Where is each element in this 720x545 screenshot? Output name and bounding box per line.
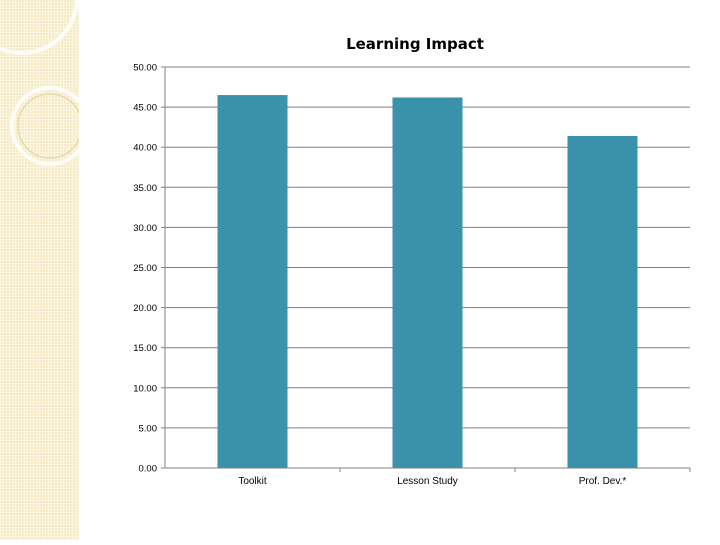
y-tick-label: 0.00 — [139, 464, 158, 475]
y-tick-label: 5.00 — [139, 423, 158, 434]
bar — [392, 97, 463, 468]
bar — [567, 135, 638, 469]
x-category-label: Toolkit — [238, 476, 267, 487]
y-tick-label: 50.00 — [133, 63, 157, 74]
bar — [217, 95, 288, 468]
bars — [217, 95, 638, 469]
y-tick-label: 35.00 — [133, 183, 157, 194]
decorative-side-panel — [0, 0, 90, 540]
x-category-label: Prof. Dev.* — [579, 476, 627, 487]
chart-title: Learning Impact — [346, 35, 484, 53]
y-tick-label: 10.00 — [133, 383, 157, 394]
y-tick-label: 30.00 — [133, 223, 157, 234]
x-axis-labels: Toolkit Lesson Study Prof. Dev.* — [238, 468, 691, 487]
y-tick-label: 45.00 — [133, 103, 157, 114]
y-tick-label: 15.00 — [133, 343, 157, 354]
y-tick-label: 20.00 — [133, 303, 157, 314]
y-axis-ticks: 0.00 5.00 10.00 15.00 20.00 25.00 30.00 35.00 40… — [133, 63, 165, 475]
x-category-label: Lesson Study — [397, 476, 458, 487]
y-tick-label: 40.00 — [133, 143, 157, 154]
y-tick-label: 25.00 — [133, 263, 157, 274]
